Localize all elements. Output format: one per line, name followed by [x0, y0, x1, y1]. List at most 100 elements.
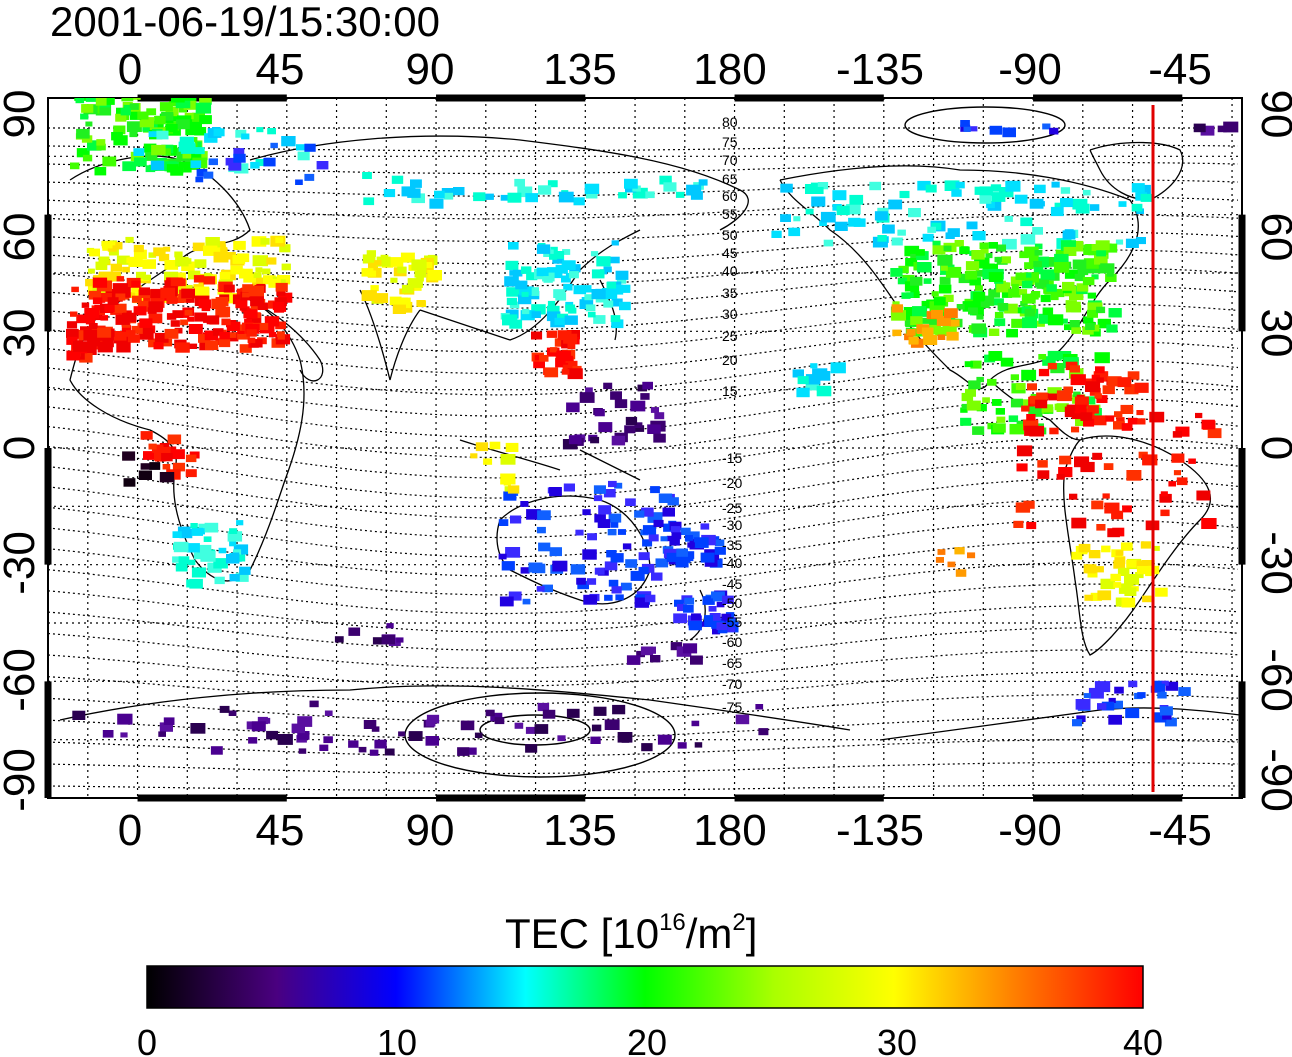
tec-cell [943, 294, 954, 302]
tec-cell [1095, 240, 1110, 251]
tec-cell [498, 519, 509, 526]
tec-cell [988, 289, 1000, 298]
tec-cell [659, 175, 672, 185]
tec-cell [616, 277, 627, 284]
tec-cell [1054, 403, 1064, 411]
tec-cell [248, 737, 258, 744]
tec-cell [1028, 256, 1039, 264]
tec-cell [1024, 246, 1039, 258]
tec-cell [248, 285, 264, 297]
tec-cell [1004, 215, 1013, 222]
tec-cell [281, 136, 296, 147]
tec-cell [1060, 240, 1076, 251]
tec-cell [191, 527, 203, 536]
tec-cell [916, 262, 932, 273]
tec-cell [961, 392, 974, 402]
tec-cell [594, 567, 605, 575]
tec-cell [618, 284, 631, 293]
tec-cell [1121, 423, 1133, 431]
tec-cell [897, 277, 908, 285]
tec-cell [1073, 391, 1081, 397]
tec-cell [694, 742, 703, 748]
tec-cell [1001, 290, 1013, 298]
tec-cell [1105, 415, 1115, 422]
tec-cell [1002, 127, 1016, 138]
tec-cell [193, 141, 202, 148]
tec-cell [179, 528, 193, 539]
tec-cell [179, 311, 190, 318]
tec-cell [526, 509, 541, 520]
tec-cell [721, 622, 736, 633]
tec-cell [244, 318, 252, 325]
tec-cell [129, 111, 142, 120]
tec-cell [546, 330, 557, 338]
tec-cell [1201, 419, 1215, 430]
tec-cell [971, 323, 986, 334]
latitude-tick-label: 0 [0, 436, 44, 460]
tec-cell [525, 726, 536, 734]
tec-cell [147, 307, 157, 314]
tec-cell [1041, 404, 1054, 413]
tec-cell [185, 454, 197, 463]
tec-cell [805, 184, 819, 194]
tec-cell [634, 422, 643, 428]
tec-cell [489, 441, 501, 450]
tec-cell [1104, 502, 1120, 514]
tec-cell [1029, 425, 1045, 437]
tec-cell [186, 296, 195, 303]
tec-cell [148, 252, 157, 258]
tec-cell [232, 254, 246, 264]
tec-cell [590, 251, 599, 257]
tec-cell [374, 293, 389, 303]
tec-cell [904, 319, 914, 327]
tec-cell [194, 147, 205, 155]
tec-cell [1135, 572, 1144, 579]
latitude-tick-label: -30 [0, 531, 44, 595]
tec-cell [233, 240, 246, 250]
tec-cell [972, 231, 986, 241]
tec-cell [658, 493, 673, 503]
tec-cell [910, 276, 923, 286]
tec-cell [88, 290, 101, 300]
tec-cell [898, 265, 909, 274]
tec-cell [277, 734, 293, 745]
tec-cell [956, 304, 965, 310]
tec-cell [125, 236, 134, 243]
tec-cell [151, 144, 166, 156]
tec-cell [208, 158, 218, 166]
tec-cell [582, 549, 597, 560]
tec-cell [550, 246, 558, 253]
tec-cell [947, 561, 956, 568]
tec-cell [676, 548, 688, 557]
tec-cell [275, 282, 288, 292]
tec-cell [235, 572, 249, 582]
tec-cell [272, 301, 285, 311]
tec-cell [425, 719, 436, 727]
tec-cell [657, 734, 672, 745]
tec-cell [221, 318, 231, 326]
tec-cell [1071, 327, 1081, 334]
tec-cell [610, 256, 620, 264]
tec-cell [758, 728, 769, 736]
tec-cell [662, 507, 675, 517]
tec-cell [603, 489, 616, 498]
tec-cell [161, 111, 174, 121]
tec-cell [1168, 481, 1176, 487]
contour-label: -65 [722, 655, 742, 671]
geomagnetic-latitude-contours [48, 127, 1239, 792]
tec-cell [120, 108, 131, 116]
tec-cell [263, 157, 276, 167]
tec-cell [932, 245, 946, 255]
tec-cell [1063, 386, 1073, 394]
tec-cell [945, 232, 955, 239]
tec-cell [1121, 597, 1136, 608]
tec-cell [257, 302, 268, 310]
tec-cell [506, 287, 520, 297]
tec-cell [606, 281, 617, 289]
tec-cell [505, 547, 521, 558]
tec-cell [1069, 289, 1084, 301]
tec-cell [830, 362, 846, 374]
tec-cell [172, 531, 182, 538]
tec-cell [1022, 317, 1037, 329]
tec-cell [192, 112, 205, 122]
